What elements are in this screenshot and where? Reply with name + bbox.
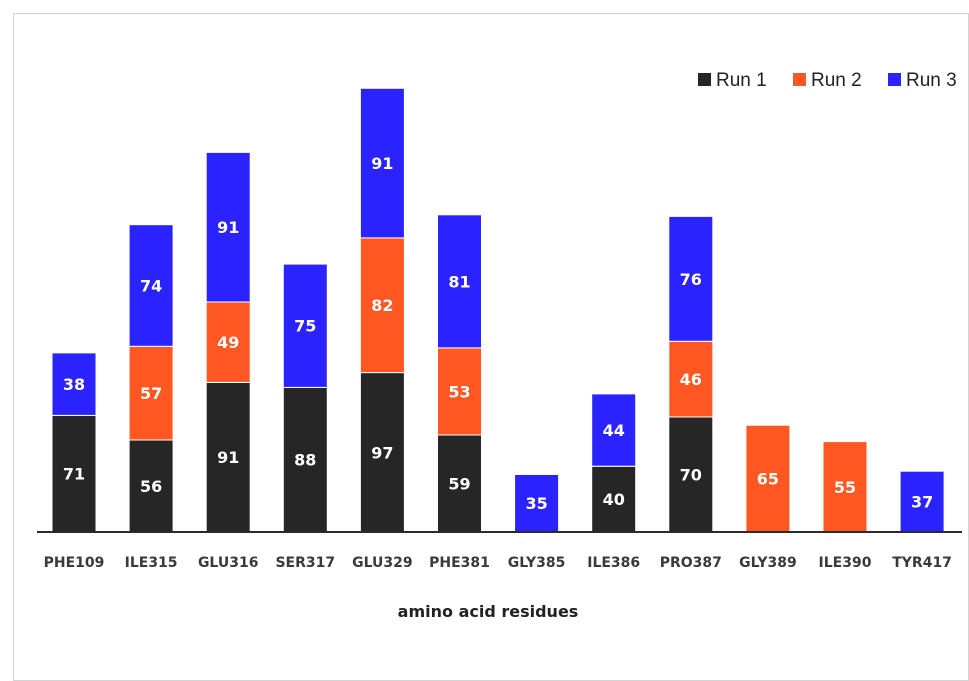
- data-label-glu329-run2: 82: [371, 296, 393, 315]
- bar-phe381-run3: [437, 214, 482, 349]
- x-axis-title: amino acid residues: [398, 602, 579, 621]
- legend-label-run1: Run 1: [716, 70, 767, 91]
- data-label-ser317-run1: 88: [294, 451, 316, 470]
- data-label-pro387-run2: 46: [680, 370, 702, 389]
- data-label-glu316-run3: 91: [217, 218, 239, 237]
- data-label-glu316-run1: 91: [217, 448, 239, 467]
- bar-gly389-run2: [745, 424, 791, 533]
- bar-glu316-run2: [205, 301, 251, 383]
- legend: Run 1 Run 2 Run 3: [698, 70, 957, 91]
- x-tick-label-phe109: PHE109: [44, 555, 105, 571]
- legend-label-run3: Run 3: [906, 70, 957, 91]
- bar-ser317-run1: [282, 386, 328, 533]
- x-tick-labels: PHE109 ILE315 GLU316 SER317 GLU329 PHE381 GLY3…: [44, 555, 952, 571]
- x-tick-label-ser317: SER317: [275, 555, 335, 571]
- data-label-gly385-run3: 35: [525, 494, 547, 513]
- data-label-ile315-run1: 56: [140, 477, 162, 496]
- legend-swatch-run3: [888, 73, 901, 86]
- x-tick-label-ile390: ILE390: [819, 555, 872, 571]
- bar-glu329-run3: [359, 87, 405, 239]
- x-tick-label-phe381: PHE381: [429, 555, 490, 571]
- x-tick-label-tyr417: TYR417: [892, 555, 952, 571]
- bar-gly385-run3: [514, 474, 560, 533]
- data-label-ile315-run3: 74: [140, 277, 162, 296]
- bar-phe109-run1: [51, 414, 97, 533]
- data-label-phe109-run1: 71: [63, 465, 85, 484]
- data-label-glu316-run2: 49: [217, 333, 239, 352]
- bar-ile315-run3: [128, 224, 174, 347]
- legend-swatch-run2: [793, 73, 806, 86]
- bar-ile386-run3: [591, 393, 637, 467]
- bar-glu329-run2: [359, 237, 405, 374]
- bar-phe109-run3: [51, 352, 97, 416]
- data-label-phe109-run3: 38: [63, 375, 85, 394]
- data-label-ile386-run1: 40: [603, 490, 625, 509]
- data-label-ser317-run3: 75: [294, 317, 316, 336]
- data-label-pro387-run3: 76: [680, 270, 702, 289]
- x-tick-label-gly389: GLY389: [739, 555, 797, 571]
- bar-pro387-run1: [668, 416, 714, 533]
- x-tick-label-gly385: GLY385: [508, 555, 566, 571]
- x-tick-label-pro387: PRO387: [660, 555, 722, 571]
- bar-pro387-run3: [668, 215, 714, 342]
- bar-ile390-run2: [822, 441, 868, 533]
- x-tick-label-ile315: ILE315: [125, 555, 178, 571]
- legend-swatch-run1: [698, 73, 711, 86]
- bars-layer: [51, 87, 945, 533]
- data-label-gly389-run2: 65: [757, 470, 779, 489]
- bar-ile386-run1: [591, 465, 637, 533]
- bar-phe381-run2: [437, 347, 482, 436]
- bar-ile315-run1: [128, 439, 174, 533]
- bar-glu329-run1: [359, 372, 405, 533]
- data-label-tyr417-run3: 37: [911, 493, 933, 512]
- data-label-glu329-run3: 91: [371, 154, 393, 173]
- data-label-glu329-run1: 97: [371, 443, 393, 462]
- legend-label-run2: Run 2: [811, 70, 862, 91]
- data-label-pro387-run1: 70: [680, 466, 702, 485]
- bar-ser317-run3: [282, 263, 328, 388]
- data-label-phe381-run3: 81: [448, 272, 470, 291]
- x-tick-label-glu316: GLU316: [198, 555, 259, 571]
- data-label-ile386-run3: 44: [603, 421, 625, 440]
- data-label-phe381-run1: 59: [448, 475, 470, 494]
- bar-tyr417-run3: [899, 470, 945, 533]
- x-tick-label-glu329: GLU329: [352, 555, 413, 571]
- data-label-phe381-run2: 53: [448, 383, 470, 402]
- x-tick-label-ile386: ILE386: [587, 555, 640, 571]
- bar-glu316-run3: [205, 151, 251, 303]
- data-label-ile315-run2: 57: [140, 384, 162, 403]
- data-labels-layer: 71 38 56 57 74 91 49 91 88 75 97 82 91 59 53 81 35 40 44 70…: [63, 154, 933, 513]
- data-label-ile390-run2: 55: [834, 478, 856, 497]
- bar-ile315-run2: [128, 345, 174, 441]
